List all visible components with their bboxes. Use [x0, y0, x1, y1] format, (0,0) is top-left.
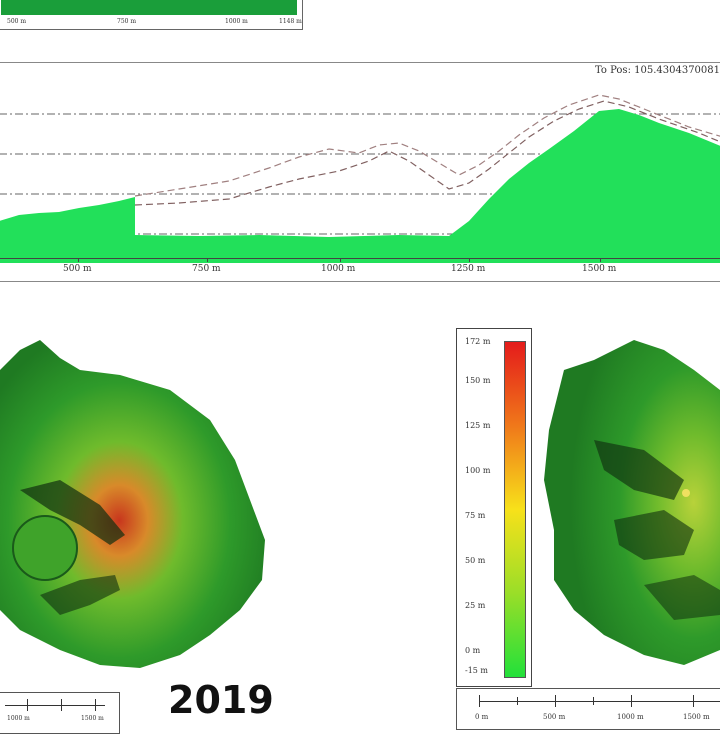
color-ramp — [504, 341, 526, 678]
top-inset-tick: 750 m — [117, 18, 137, 25]
top-inset-tick: 1148 m — [279, 18, 302, 25]
crater-shadow-right — [594, 440, 684, 500]
top-inset-green-bar — [1, 0, 297, 15]
scale-bar-tick — [95, 699, 96, 711]
profile-line-lower — [134, 100, 720, 206]
terrain-map-left — [0, 340, 265, 668]
elevation-profile-panel: To Pos: 105.4304370081, 500 m 750 m 1000… — [0, 62, 720, 282]
scale-bar-label: 1500 m — [81, 715, 104, 722]
year-label: 2019 — [168, 678, 274, 722]
crater-shadow-right — [614, 510, 694, 560]
crater-shadow-right — [644, 575, 720, 620]
scale-bar-line — [479, 701, 720, 702]
x-tick — [600, 258, 601, 262]
x-tick-label: 1000 m — [321, 264, 356, 274]
x-tick-label: 1500 m — [582, 264, 617, 274]
legend-label: 25 m — [465, 601, 486, 610]
legend-label: 150 m — [465, 376, 491, 385]
legend-label: 0 m — [465, 646, 481, 655]
elevation-area — [0, 109, 720, 263]
x-tick — [340, 258, 341, 262]
legend-label: -15 m — [465, 666, 489, 675]
legend-label: 75 m — [465, 511, 486, 520]
terrain-map-right — [544, 340, 720, 665]
scale-bar-line — [5, 705, 105, 706]
profile-line-upper — [134, 94, 720, 197]
crater-rim-left — [12, 515, 78, 581]
island-shape-left — [0, 340, 265, 668]
hotspot-right — [682, 489, 690, 497]
scale-bar-tick — [517, 697, 518, 705]
crater-shadow-left — [20, 480, 125, 545]
x-tick — [469, 258, 470, 262]
legend-label: 125 m — [465, 421, 491, 430]
crater-shadow-left — [40, 575, 120, 615]
scale-bar-label: 1500 m — [683, 713, 710, 721]
elevation-color-legend: 172 m 150 m 125 m 100 m 75 m 50 m 25 m 0… — [456, 328, 532, 687]
x-axis-line — [0, 258, 720, 259]
scale-bar-tick — [593, 697, 594, 705]
top-inset-tick: 500 m — [7, 18, 27, 25]
right-scale-bar-panel: 0 m 500 m 1000 m 1500 m — [456, 688, 720, 730]
to-position-readout: To Pos: 105.4304370081, — [595, 65, 720, 76]
scale-bar-tick — [631, 695, 632, 707]
legend-label: 50 m — [465, 556, 486, 565]
scale-bar-tick — [479, 695, 480, 707]
x-tick — [207, 258, 208, 262]
legend-label: 172 m — [465, 337, 491, 346]
scale-bar-label: 500 m — [543, 713, 566, 721]
elevation-profile-plot — [0, 94, 720, 263]
scale-bar-tick — [693, 695, 694, 707]
x-tick — [78, 258, 79, 262]
scale-bar-tick — [61, 699, 62, 711]
scale-bar-label: 1000 m — [617, 713, 644, 721]
top-inset-tick: 1000 m — [225, 18, 248, 25]
legend-label: 100 m — [465, 466, 491, 475]
scale-bar-tick — [27, 699, 28, 711]
x-tick-label: 750 m — [192, 264, 221, 274]
x-tick-label: 500 m — [63, 264, 92, 274]
x-tick-label: 1250 m — [451, 264, 486, 274]
scale-bar-tick — [555, 695, 556, 707]
left-scale-bar-panel: 1000 m 1500 m — [0, 692, 120, 734]
scale-bar-label: 1000 m — [7, 715, 30, 722]
top-inset-panel: 500 m 750 m 1000 m 1148 m — [0, 0, 303, 30]
scale-bar-label: 0 m — [475, 713, 489, 721]
